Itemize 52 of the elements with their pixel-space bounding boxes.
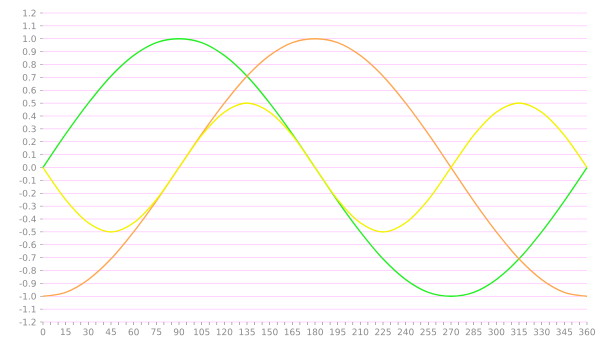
x-tick-label: 150 xyxy=(262,328,278,336)
y-tick-label: 0.7 xyxy=(22,74,36,81)
x-tick-label: 210 xyxy=(352,328,368,336)
x-tick-label: 105 xyxy=(194,328,210,336)
y-tick-label: -1.2 xyxy=(19,318,36,326)
y-tick-label: 0.2 xyxy=(22,138,36,146)
x-tick-label: 285 xyxy=(466,328,482,336)
line-series xyxy=(42,38,588,297)
y-tick-label: -0.4 xyxy=(19,216,36,222)
y-tick-label: -0.1 xyxy=(19,176,36,184)
x-tick-label: 225 xyxy=(375,328,391,336)
x-tick-label: 360 xyxy=(579,328,595,336)
y-tick-label: 0.5 xyxy=(22,100,36,107)
x-tick-label: 330 xyxy=(534,328,550,336)
y-tick-label: -1.1 xyxy=(19,306,36,312)
y-tick-label: -0.5 xyxy=(19,228,36,236)
x-tick-label: 315 xyxy=(511,328,527,336)
y-tick-label: -1.0 xyxy=(19,292,36,300)
x-tick-label: 255 xyxy=(420,328,436,336)
x-tick-label: 60 xyxy=(128,328,139,336)
x-tick-label: 135 xyxy=(239,328,255,336)
y-tick-label: -0.3 xyxy=(19,202,36,210)
y-tick-label: 0.9 xyxy=(22,48,36,56)
y-tick-label: 0.1 xyxy=(22,151,36,158)
x-tick-label: 180 xyxy=(307,328,323,336)
x-tick-label: 240 xyxy=(398,328,414,336)
y-tick-label: -0.7 xyxy=(19,254,36,262)
x-tick-label: 75 xyxy=(151,328,162,336)
x-tick-label: 120 xyxy=(216,328,232,336)
y-tick-label: -0.2 xyxy=(19,190,36,197)
x-tick-label: 15 xyxy=(60,328,71,336)
y-tick-label: 1.0 xyxy=(23,35,36,42)
x-tick-label: 165 xyxy=(284,328,300,336)
x-tick-label: 90 xyxy=(174,328,184,336)
x-tick-label: 0 xyxy=(40,328,46,336)
x-tick-label: 345 xyxy=(556,328,572,336)
y-tick-label: 1.1 xyxy=(23,22,36,30)
y-tick-label: -0.9 xyxy=(19,280,36,287)
y-tick-label: 0.6 xyxy=(22,86,36,94)
y-tick-label: 0.4 xyxy=(22,112,36,120)
x-tick-label: 300 xyxy=(488,328,504,336)
y-tick-label: 0.0 xyxy=(22,164,36,171)
y-tick-label: -0.8 xyxy=(19,267,36,274)
x-tick-label: 45 xyxy=(106,328,116,336)
y-tick-label: -0.6 xyxy=(19,241,36,248)
x-tick-label: 30 xyxy=(83,328,94,336)
line-series xyxy=(42,102,588,233)
y-tick-label: 0.8 xyxy=(22,61,36,68)
x-tick-label: 270 xyxy=(443,328,459,336)
y-tick-label: 0.3 xyxy=(22,125,36,132)
y-tick-label: 1.2 xyxy=(23,10,36,16)
x-tick-label: 195 xyxy=(330,328,346,336)
